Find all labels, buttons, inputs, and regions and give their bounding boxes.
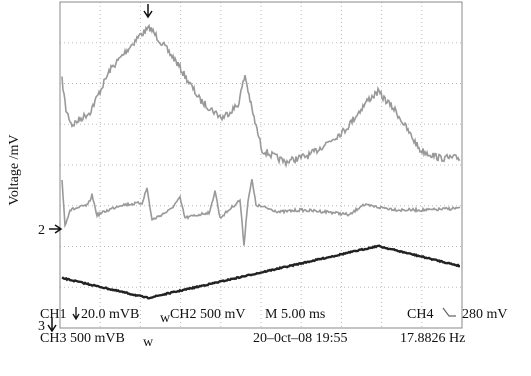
- graticule: [60, 2, 462, 328]
- trigger-position-arrow: [144, 4, 152, 17]
- y-axis-label: Voltage /mV: [7, 135, 22, 206]
- coupling-arrow: [73, 307, 79, 319]
- status-frequency: 17.8826 Hz: [400, 331, 465, 346]
- status-datetime: 20–0ct–08 19:55: [253, 331, 348, 346]
- oscilloscope-screen: Voltage /mV 2 3 CH1 20.0 mVB w CH2 500 m…: [0, 0, 531, 376]
- status-ch1: CH1: [40, 307, 66, 322]
- status-ch4: CH4: [407, 307, 433, 322]
- status-ch2: CH2 500 mV: [170, 307, 245, 322]
- trigger-slope-icon: [443, 308, 456, 316]
- status-trigger-level: 280 mV: [462, 307, 508, 322]
- trace-ch2: [62, 179, 460, 245]
- marker-arrow: [49, 225, 61, 233]
- status-ch3: CH3 500 mVB: [40, 331, 125, 346]
- status-ch1-scale: 20.0 mVB: [81, 307, 139, 322]
- status-timebase: M 5.00 ms: [265, 307, 325, 322]
- status-subscript: w: [143, 335, 154, 350]
- channel-marker: 2: [38, 223, 45, 238]
